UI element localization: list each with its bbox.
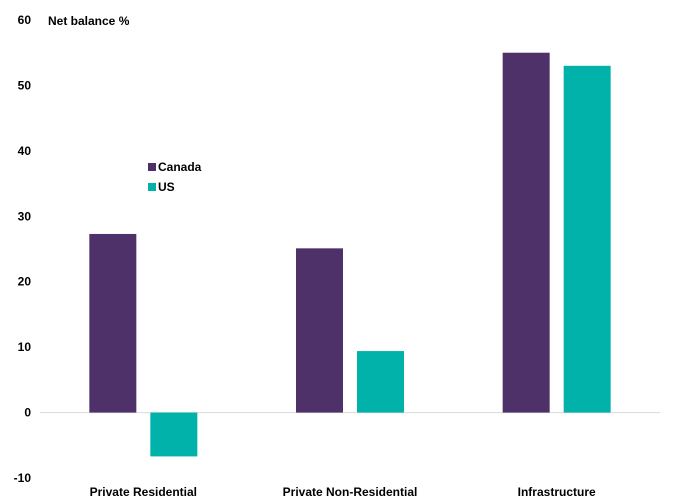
legend-swatch-canada [148,163,156,171]
legend-label-us: US [158,180,175,194]
bars [89,52,611,457]
bar-canada-3 [502,52,550,413]
y-axis-ticks: -10 0 10 20 30 40 50 60 [14,13,32,485]
category-label: Private Residential [90,485,197,499]
y-tick-label: 50 [18,78,32,92]
bar-canada-2 [296,248,343,413]
y-tick-label: 20 [18,275,32,289]
bar-us-1 [150,412,198,457]
category-label: Private Non-Residential [283,485,418,499]
bar-canada-1 [89,233,137,413]
y-tick-label: 30 [18,209,32,223]
y-tick-label: 10 [18,340,32,354]
legend: Canada US [148,160,202,194]
y-tick-label: 0 [24,406,31,420]
y-tick-label: -10 [14,471,32,485]
bar-us-3 [563,65,611,413]
y-tick-label: 40 [18,144,32,158]
legend-label-canada: Canada [158,160,202,174]
y-axis-label: Net balance % [48,14,130,28]
y-tick-label: 60 [18,13,32,27]
bar-us-2 [357,351,404,413]
legend-swatch-us [148,183,156,191]
category-label: Infrastructure [518,485,596,499]
category-labels: Private Residential Private Non-Residenti… [90,485,596,499]
